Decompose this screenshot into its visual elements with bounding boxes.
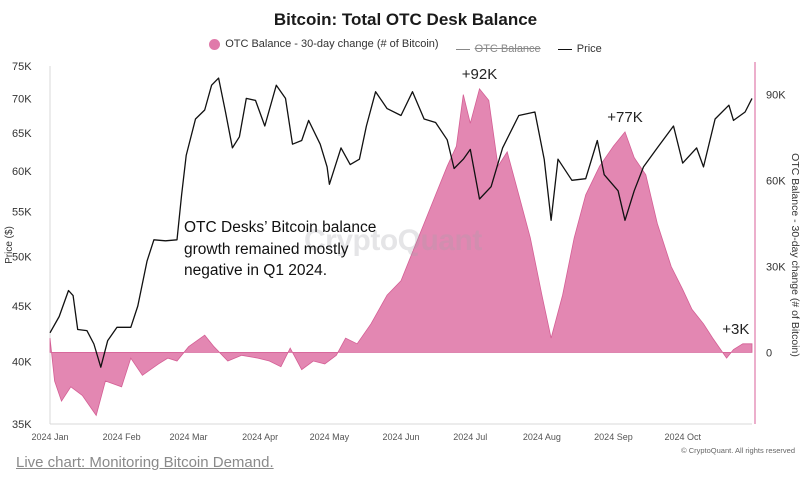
x-tick-label: 2024 Aug [523,432,561,442]
x-tick-label: 2024 Apr [242,432,278,442]
series-area-otc-change [49,88,753,417]
peak-label: +77K [607,109,642,126]
y-left-tick-label: 60K [12,166,32,178]
x-tick-label: 2024 Sep [594,432,633,442]
legend-item-price[interactable]: Price [557,43,602,55]
x-tick-label: 2024 Jan [31,432,68,442]
x-tick-label: 2024 Jun [382,432,419,442]
legend-item-otc-balance[interactable]: OTC Balance [455,43,541,55]
y-right-axis-title: OTC Balance - 30-day change (# of Bitcoi… [789,153,801,357]
y-left-tick-label: 40K [12,356,32,368]
legend-swatch-price [557,48,572,50]
legend-swatch-otc-change [209,38,221,50]
legend-item-otc-change[interactable]: OTC Balance - 30-day change (# of Bitcoi… [209,38,439,50]
y-right-tick-label: 60K [766,176,786,188]
series-line-price [49,77,753,368]
x-tick-label: 2024 Mar [170,432,208,442]
y-left-tick-label: 35K [12,419,32,431]
peak-label: +92K [462,66,497,83]
y-left-tick-label: 70K [12,93,32,105]
y-right-tick-label: 30K [766,261,786,273]
x-tick-label: 2024 Oct [664,432,701,442]
y-left-tick-label: 65K [12,128,32,140]
x-tick-label: 2024 May [310,432,350,442]
chart-title: Bitcoin: Total OTC Desk Balance [273,10,538,29]
watermark-text: CryptoQuant [304,224,482,257]
legend-label-price: Price [576,43,602,55]
legend-label-otc-change: OTC Balance - 30-day change (# of Bitcoi… [225,38,439,50]
y-right-tick-label: 0 [766,347,772,359]
copyright-credit: © CryptoQuant. All rights reserved [681,446,795,455]
legend-swatch-otc-balance [455,48,470,50]
live-chart-link[interactable]: Live chart: Monitoring Bitcoin Demand. [16,454,274,471]
y-right-tick-label: 90K [766,90,786,102]
chart-legend: OTC Balance - 30-day change (# of Bitcoi… [0,38,811,55]
chart-annotation-note: OTC Desks’ Bitcoin balance growth remain… [184,219,377,279]
y-left-axis-title: Price ($) [4,226,15,264]
y-left-tick-label: 45K [12,301,32,313]
x-tick-label: 2024 Feb [103,432,141,442]
legend-label-otc-balance: OTC Balance [474,43,541,55]
y-left-tick-label: 55K [12,207,32,219]
y-left-tick-label: 75K [12,61,32,73]
y-left-tick-label: 50K [12,251,32,263]
peak-label: +3K [722,321,749,338]
x-tick-label: 2024 Jul [453,432,487,442]
